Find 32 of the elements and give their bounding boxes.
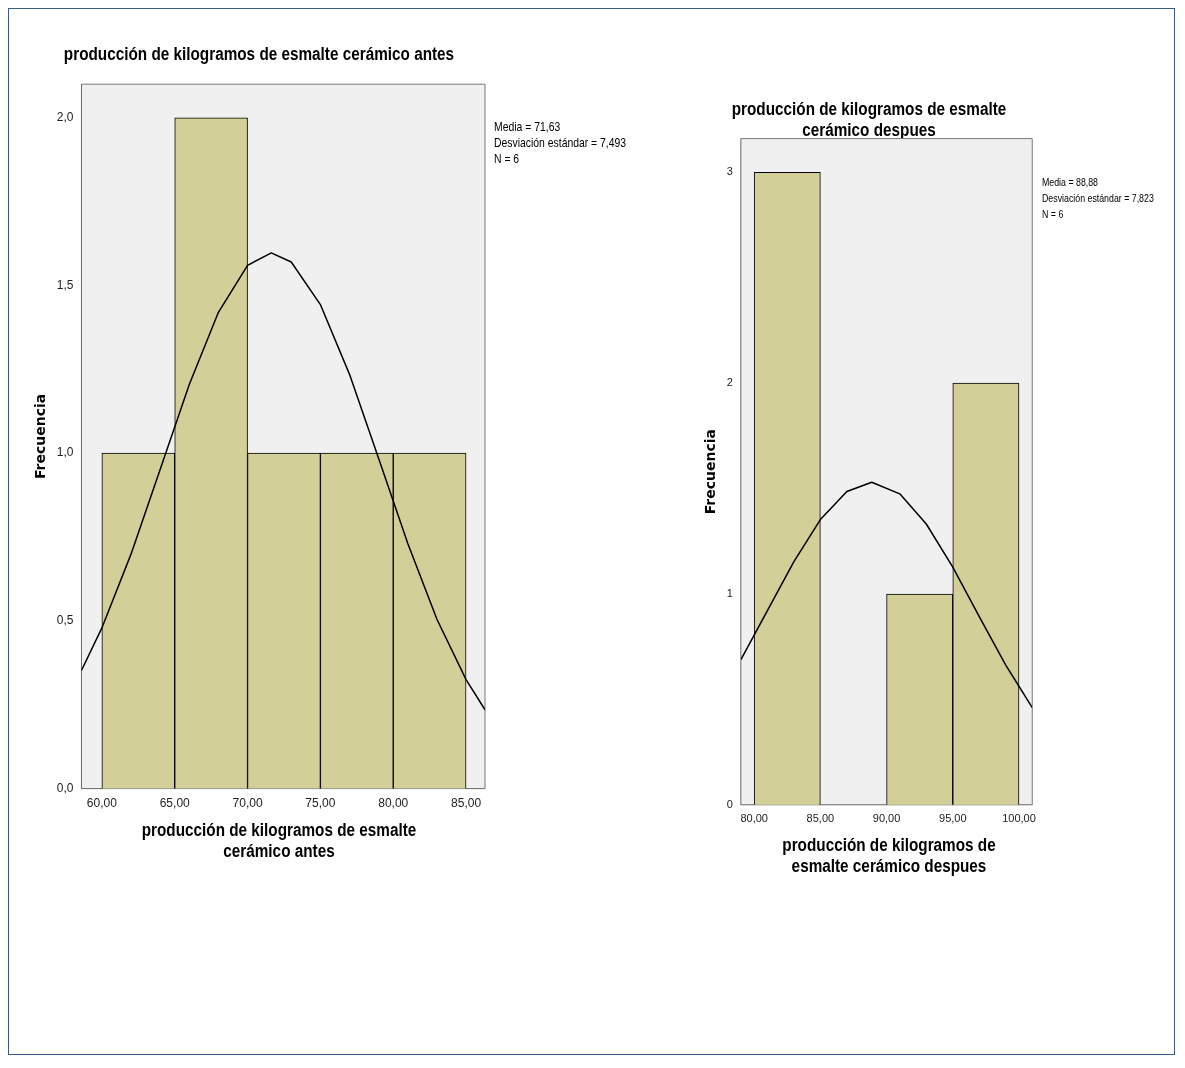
x-tick-label: 85,00: [806, 812, 835, 825]
x-tick-label: 65,00: [159, 796, 191, 811]
x-tick-label: 70,00: [232, 796, 263, 811]
x-tick-label: 95,00: [939, 812, 967, 825]
x-tick-label: 60,00: [86, 796, 118, 811]
y-tick-label: 0: [726, 797, 733, 810]
x-tick-label: 100,00: [1002, 812, 1036, 825]
y-tick-label: 3: [726, 165, 733, 178]
text: N = 6: [494, 151, 521, 167]
y-tick-label: 0,5: [56, 613, 74, 628]
text: Desviación estándar = 7,823: [1042, 191, 1154, 206]
text: Desviación estándar = 7,493: [494, 135, 627, 151]
chart-title: producción de kilogramos de esmalte cerámico antes: [63, 44, 455, 65]
y-tick-label: 1,0: [56, 445, 74, 460]
x-tick-label: 85,00: [451, 796, 482, 811]
y-tick-label: 1,5: [56, 277, 74, 292]
x-tick-label: 80,00: [740, 812, 768, 825]
x-axis-title: producción de kilogramos de esmalte cerámico despues: [781, 835, 997, 877]
y-tick-label: 2,0: [56, 110, 74, 125]
y-tick-label: 1: [726, 587, 733, 600]
y-axis-title: Frecuencia: [702, 429, 719, 515]
chart-title: producción de kilogramos de esmalte cerámico despues: [730, 99, 1008, 141]
text: N = 6: [1042, 207, 1065, 222]
y-axis-title: Frecuencia: [32, 393, 49, 480]
text: Media = 88,88: [1042, 175, 1100, 190]
y-tick-label: 2: [726, 376, 733, 389]
x-tick-label: 75,00: [305, 796, 336, 811]
x-tick-label: 80,00: [378, 796, 409, 811]
x-axis-title: producción de kilogramos de esmalte cerámico antes: [140, 820, 418, 862]
x-tick-label: 90,00: [872, 812, 901, 825]
text: Media = 71,63: [494, 119, 562, 135]
y-tick-label: 0,0: [56, 780, 74, 795]
